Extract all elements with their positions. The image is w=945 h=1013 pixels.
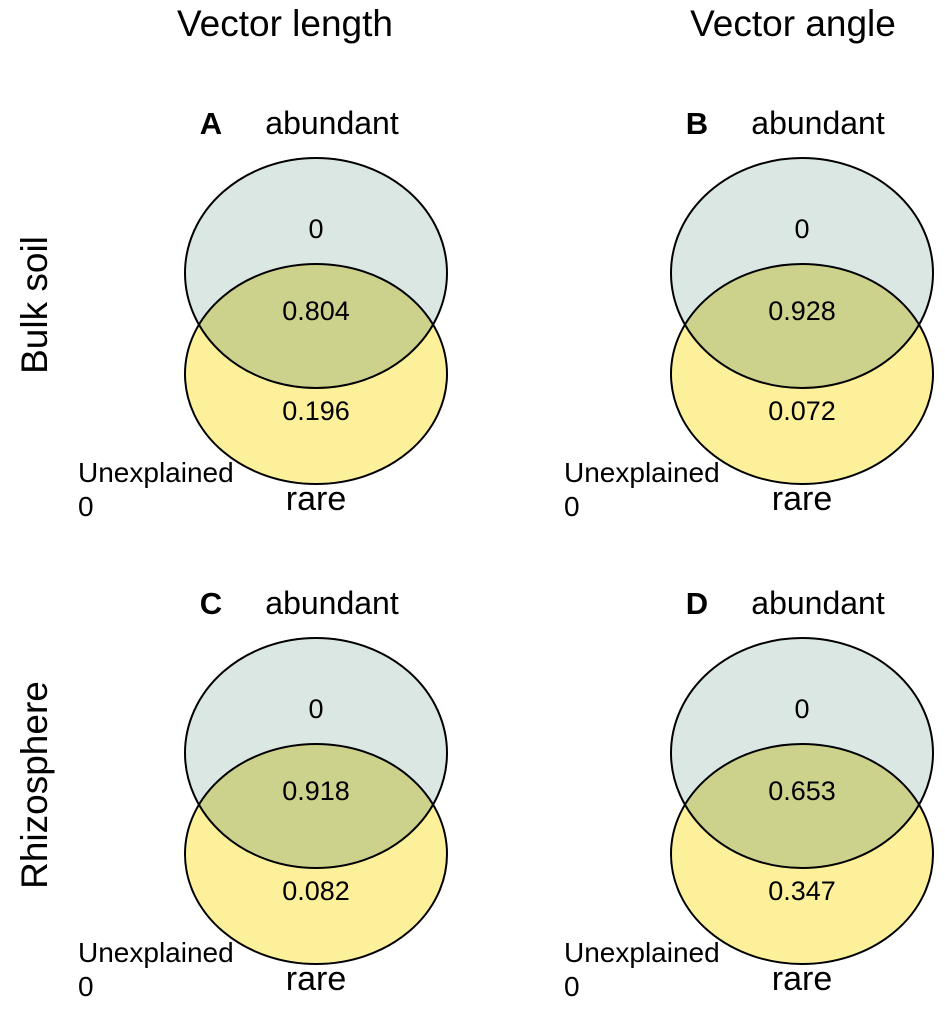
row-label-cell-bulk-soil: Bulk soil (0, 90, 70, 520)
abundant-ellipse-outline (670, 637, 934, 869)
rare-ellipse-outline (670, 743, 934, 965)
rare-set-label: rare (772, 960, 832, 998)
column-title-vector-length: Vector length (177, 3, 393, 44)
abundant-set-label: abundant (751, 585, 885, 621)
overlap-value: 0.928 (768, 296, 836, 326)
abundant-set-label: abundant (265, 585, 399, 621)
row-label-rhizosphere: Rhizosphere (14, 681, 56, 889)
unexplained-value: 0 (564, 491, 580, 520)
abundant-only-value: 0 (308, 694, 323, 724)
rare-only-value: 0.196 (282, 396, 350, 426)
panel-letter: B (686, 106, 708, 141)
rare-only-value: 0.082 (282, 876, 350, 906)
rare-ellipse-outline (184, 263, 448, 485)
venn-panel-c: C abundant 0 0.918 0.082 rare Unexplaine… (78, 585, 448, 1000)
overlap-region (185, 264, 447, 388)
overlap-value: 0.918 (282, 776, 350, 806)
panel-letter: A (200, 106, 222, 141)
rare-only-value: 0.072 (768, 396, 836, 426)
unexplained-value: 0 (564, 971, 580, 1000)
abundant-only-value: 0 (308, 214, 323, 244)
rare-only-value: 0.347 (768, 876, 836, 906)
abundant-set-label: abundant (265, 105, 399, 141)
venn-panel-b: B abundant 0 0.928 0.072 rare Unexplaine… (564, 105, 934, 520)
unexplained-value: 0 (78, 971, 94, 1000)
abundant-ellipse-outline (184, 637, 448, 869)
abundant-only-value: 0 (794, 214, 809, 244)
unexplained-label: Unexplained (564, 937, 720, 968)
panel-letter: D (686, 586, 708, 621)
overlap-value: 0.804 (282, 296, 350, 326)
overlap-region (671, 264, 933, 388)
rare-ellipse-outline (184, 743, 448, 965)
unexplained-value: 0 (78, 491, 94, 520)
row-label-cell-rhizosphere: Rhizosphere (0, 570, 70, 1000)
venn-panel-d: D abundant 0 0.653 0.347 rare Unexplaine… (564, 585, 934, 1000)
panel-letter: C (200, 586, 222, 621)
rare-set-label: rare (286, 960, 346, 998)
unexplained-label: Unexplained (78, 937, 234, 968)
abundant-set-label: abundant (751, 105, 885, 141)
row-label-bulk-soil: Bulk soil (14, 236, 55, 374)
overlap-region (185, 744, 447, 868)
abundant-ellipse-outline (670, 157, 934, 389)
unexplained-label: Unexplained (564, 457, 720, 488)
abundant-ellipse-outline (184, 157, 448, 389)
rare-set-label: rare (286, 480, 346, 518)
venn-panel-a: A abundant 0 0.804 0.196 rare Unexplaine… (78, 105, 448, 520)
abundant-only-value: 0 (794, 694, 809, 724)
overlap-region (671, 744, 933, 868)
overlap-value: 0.653 (768, 776, 836, 806)
unexplained-label: Unexplained (78, 457, 234, 488)
column-title-vector-angle: Vector angle (690, 3, 896, 44)
rare-set-label: rare (772, 480, 832, 518)
rare-ellipse-outline (670, 263, 934, 485)
